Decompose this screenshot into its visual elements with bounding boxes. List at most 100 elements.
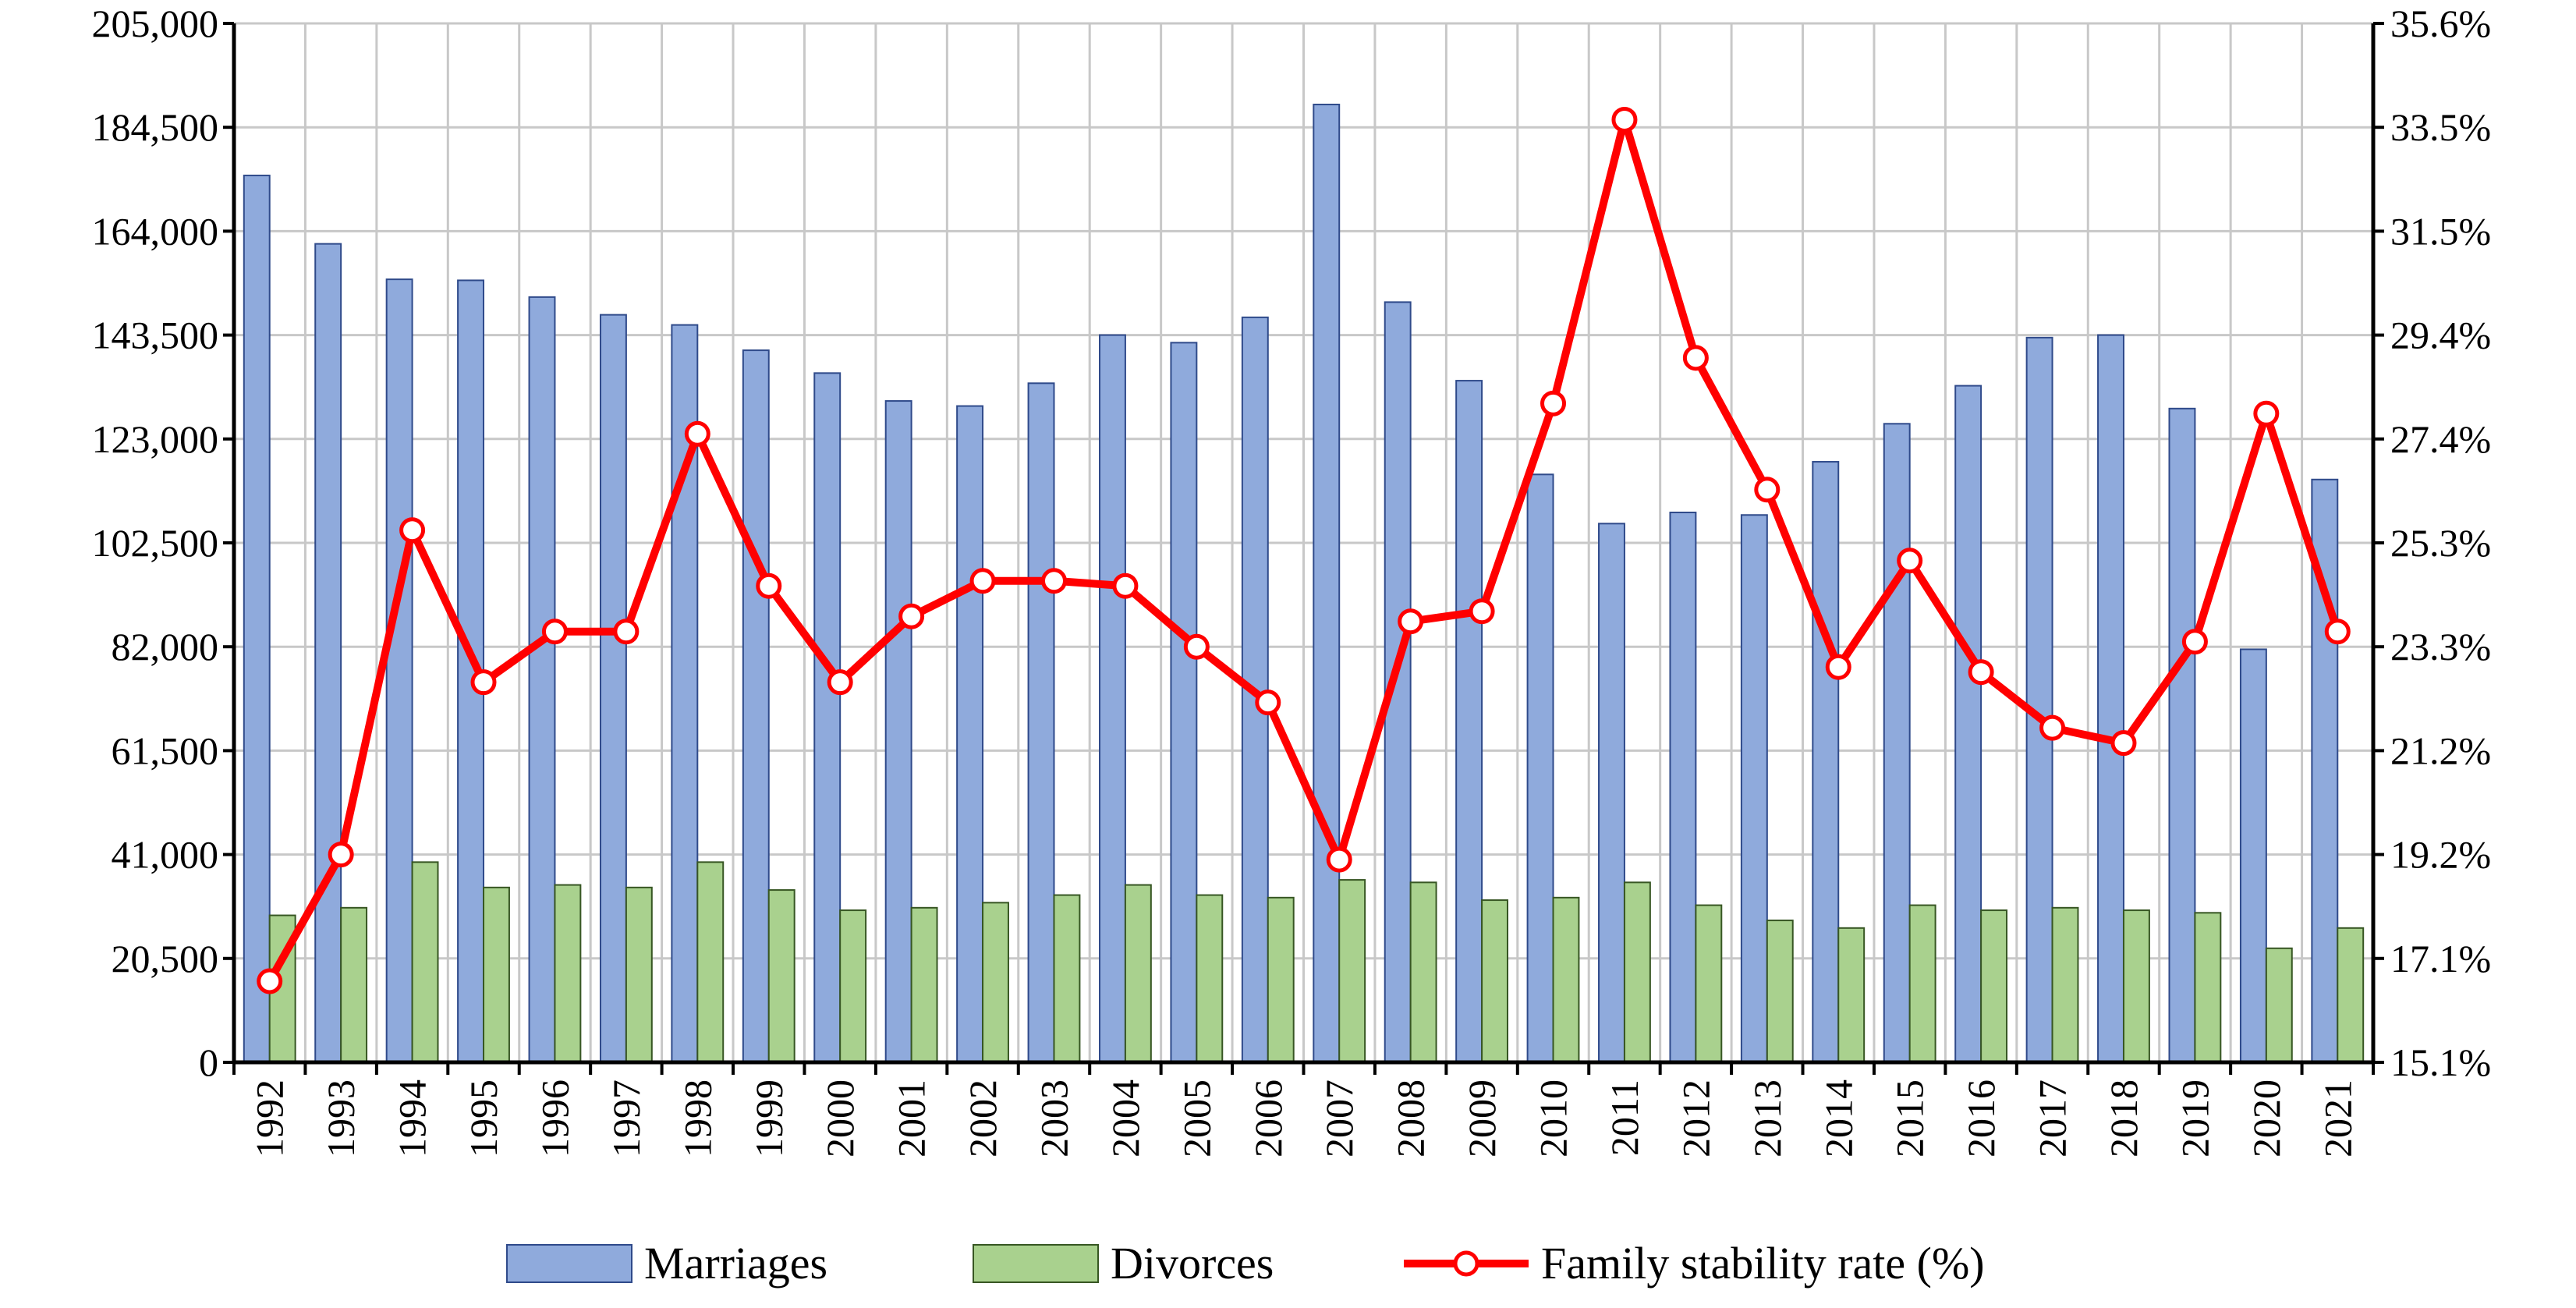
stability-rate-point [1897,548,1923,574]
marriages-bar [2025,336,2053,1064]
marriages-bar [1099,334,1126,1064]
divorces-bar [1908,904,1936,1063]
labels-layer: 0 20,500 41,000 61,500 82,000 102,500 123,000 1… [92,2,2492,1157]
x-tick-label: 1998 [675,1079,719,1157]
y-tick-label: 20,500 [112,937,219,980]
divorces-bar [1695,904,1723,1063]
y-tick-label: 41,000 [112,833,219,877]
divorces-bar [2051,906,2079,1063]
divorces-bar [1552,896,1580,1063]
divorces-bar [1623,881,1651,1063]
stability-rate-point [613,619,640,645]
y2-tick-label: 19.2% [2390,833,2491,877]
y-tick-label: 205,000 [92,2,219,45]
marriages-bar [1883,423,1911,1063]
divorces-bar [1053,894,1081,1063]
divorces-bar [1267,896,1295,1063]
marriages-bar [1598,523,1625,1063]
divorces-bar [1338,879,1366,1063]
marriages-bar [1170,342,1198,1064]
x-tick-label: 1994 [391,1079,434,1157]
line-layer [257,106,2351,994]
marriages-bar [884,400,912,1063]
y-tick-label: 184,500 [92,105,219,149]
stability-rate-point [1682,345,1709,371]
legend-label-marriages: Marriages [644,1238,827,1289]
x-tick-label: 2001 [890,1079,934,1157]
marriages-bar [813,372,842,1063]
stability-rate-point [1040,568,1067,594]
y-tick-label: 164,000 [92,209,219,253]
stability-rate-point [969,568,996,594]
y2-tick-label: 25.3% [2390,521,2491,565]
stability-rate-point [1326,846,1352,873]
y2-tick-label: 33.5% [2390,105,2491,149]
x-tick-label: 2021 [2316,1079,2359,1157]
divorces-bar [2337,927,2365,1063]
marriages-bar [956,405,984,1063]
x-tick-label: 2012 [1674,1079,1717,1157]
legend-swatch-divorces [973,1244,1099,1283]
stability-rate-point [328,842,354,868]
stability-rate-point [1398,608,1424,635]
x-tick-label: 1996 [533,1079,576,1157]
marriages-bar [1455,380,1483,1063]
divorces-bar [554,884,582,1063]
stability-rate-point [898,603,925,629]
y-tick-label: 61,500 [112,728,219,772]
x-tick-label: 1997 [604,1079,648,1157]
stability-rate-point [2181,629,2208,655]
y2-tick-label: 29.4% [2390,314,2491,357]
x-tick-label: 2002 [961,1079,1005,1157]
divorces-bar [1766,920,1794,1063]
divorces-bar [340,906,368,1063]
divorces-bar [1837,927,1866,1063]
divorces-bar [2265,947,2293,1064]
stability-rate-point [2039,714,2066,741]
divorces-bar [1980,909,2008,1063]
y-tick-label: 102,500 [92,521,219,565]
x-tick-label: 2000 [818,1079,862,1157]
y-tick-label: 143,500 [92,314,219,357]
x-tick-label: 2004 [1104,1079,1147,1157]
stability-rate-point [2253,400,2280,427]
divorces-bar [483,886,510,1063]
axes-layer [223,22,2384,1075]
x-tick-label: 2016 [1959,1079,2003,1157]
marriages-bar [1812,461,1840,1063]
x-tick-label: 1992 [248,1079,292,1157]
stability-rate-point [1611,106,1638,133]
divorces-bar [696,861,725,1063]
stability-rate-point [1183,633,1210,660]
marriages-bar [1027,382,1055,1063]
x-tick-label: 1995 [462,1079,505,1157]
marriages-bar [385,278,413,1063]
x-tick-label: 2005 [1175,1079,1218,1157]
marriages-bar [2097,334,2124,1064]
legend-label-stability: Family stability rate (%) [1541,1238,1985,1289]
y-tick-label: 123,000 [92,417,219,461]
stability-rate-point [1968,659,1994,686]
y2-tick-label: 17.1% [2390,937,2491,980]
grid-layer [234,22,2373,1062]
x-tick-label: 1993 [319,1079,363,1157]
x-tick-label: 2003 [1032,1079,1075,1157]
y2-tick-label: 15.1% [2390,1040,2491,1084]
stability-rate-point [257,968,283,994]
marriages-bar [1669,512,1697,1063]
divorces-bar [1196,894,1224,1063]
divorces-bar [1124,884,1152,1063]
stability-rate-point [1112,572,1139,599]
divorces-bar [982,902,1009,1063]
marriages-bar [528,296,556,1063]
x-tick-label: 2009 [1460,1079,1504,1157]
divorces-bar [2122,909,2150,1063]
x-tick-label: 2014 [1816,1079,1860,1157]
y-tick-label: 0 [199,1040,218,1084]
x-tick-label: 2017 [2031,1079,2075,1157]
x-tick-label: 2008 [1389,1079,1433,1157]
marriages-bar [599,314,627,1063]
bars-layer [243,103,2365,1064]
